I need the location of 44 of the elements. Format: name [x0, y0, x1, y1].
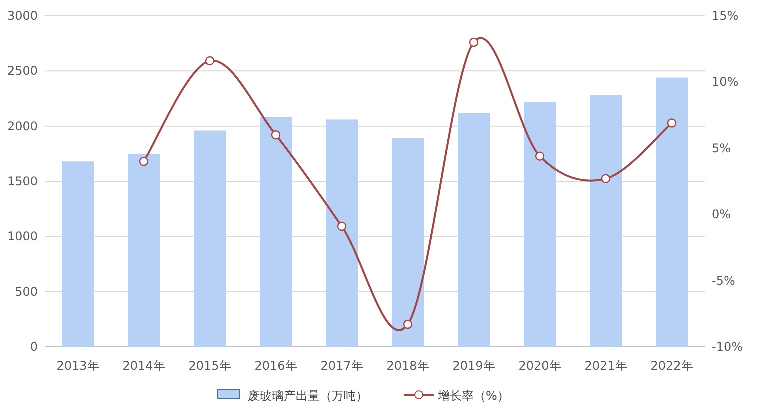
point	[535, 152, 545, 161]
point	[205, 56, 215, 66]
point	[139, 157, 149, 166]
y2-tick-label: 15%	[712, 9, 739, 23]
x-tick-label: 2015年	[188, 359, 232, 373]
y2-tick-label: 10%	[712, 75, 739, 90]
x-tick-label: 2020年	[518, 359, 562, 373]
y2-tick-label: -10%	[712, 340, 744, 354]
bar	[260, 118, 292, 347]
x-tick-label: 2019年	[452, 359, 496, 373]
point	[337, 222, 347, 232]
y-tick-label: 3000	[7, 9, 38, 23]
point	[667, 118, 677, 128]
point	[271, 130, 281, 140]
x-tick-label: 2018年	[386, 359, 430, 373]
y-tick-label: 0	[30, 340, 38, 354]
y-tick-label: 500	[15, 284, 38, 299]
bar	[458, 113, 490, 347]
legend-label: 增长率（%）	[437, 389, 510, 403]
y2-tick-label: 5%	[712, 141, 732, 156]
bar	[194, 130, 226, 347]
y-tick-label: 2000	[7, 119, 38, 134]
y-tick-label: 1000	[7, 230, 38, 244]
legend-label: 废玻璃产出量（万吨）	[248, 389, 368, 403]
bar	[656, 78, 688, 347]
y2-tick-label: 0%	[712, 208, 732, 222]
y2-tick-label: -5%	[712, 274, 736, 288]
bar	[524, 102, 556, 347]
bar	[128, 154, 160, 347]
point	[469, 38, 479, 48]
y-tick-label: 2500	[7, 64, 38, 78]
x-tick-label: 2021年	[584, 359, 628, 373]
x-tick-label: 2013年	[56, 359, 100, 373]
x-tick-label: 2017年	[320, 359, 364, 373]
point	[601, 174, 611, 184]
x-tick-label: 2014年	[122, 359, 166, 373]
bar	[326, 120, 358, 347]
bar	[392, 138, 424, 347]
x-tick-label: 2016年	[254, 359, 298, 373]
bar	[590, 95, 622, 347]
y-tick-label: 1500	[7, 174, 38, 188]
x-tick-label: 2022年	[650, 359, 694, 373]
point	[403, 320, 413, 330]
bar	[62, 162, 94, 347]
